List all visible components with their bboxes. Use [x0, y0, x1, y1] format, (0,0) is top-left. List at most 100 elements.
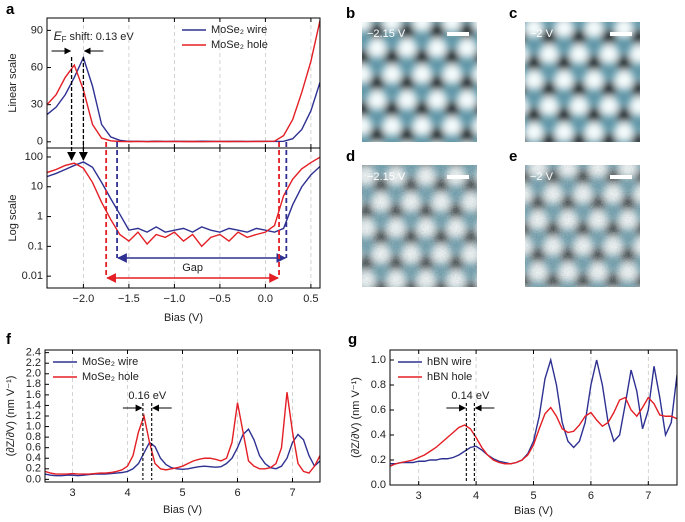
bright-spot	[502, 116, 522, 136]
y-tick-label: 0.6	[371, 404, 386, 416]
bright-spot	[648, 158, 668, 178]
bright-spot	[599, 44, 619, 64]
dark-spot	[339, 179, 355, 195]
bright-spot	[629, 96, 640, 116]
bright-spot	[326, 270, 346, 290]
dark-spot	[418, 307, 434, 323]
plot-frame	[389, 349, 678, 486]
bright-spot	[663, 236, 683, 256]
y-tick-label: 1	[37, 210, 43, 222]
dark-spot	[586, 107, 602, 123]
series-line	[390, 396, 677, 467]
bright-spot	[427, 142, 447, 162]
bright-spot	[584, 122, 604, 142]
bright-spot	[472, 117, 477, 135]
bright-spot	[412, 22, 432, 32]
dark-spot	[560, 143, 576, 159]
bright-spot	[431, 296, 451, 316]
dark-spot	[414, 0, 430, 13]
dark-spot	[676, 159, 685, 175]
series-line	[47, 161, 320, 233]
dark-spot	[541, 81, 557, 97]
bright-spot	[427, 0, 447, 6]
dark-spot	[523, 333, 539, 349]
scale-bar	[447, 32, 469, 36]
x-tick-label: 6	[234, 487, 240, 499]
dark-spot	[444, 101, 460, 117]
bright-spot	[371, 140, 391, 160]
bright-spot	[476, 322, 496, 342]
dark-spot	[530, 143, 546, 159]
bright-spot	[678, 314, 685, 334]
bright-spot	[599, 96, 619, 116]
bright-spot	[674, 18, 685, 38]
dark-spot	[399, 127, 415, 142]
bright-spot	[573, 288, 593, 308]
bright-spot	[322, 12, 342, 32]
x-tick-label: 6	[588, 490, 594, 502]
bright-spot	[525, 98, 529, 114]
dark-spot	[343, 229, 359, 245]
bright-spot	[386, 322, 406, 342]
bright-spot	[457, 0, 477, 6]
bright-spot	[442, 22, 462, 32]
image-features	[322, 0, 522, 195]
bright-spot	[674, 174, 685, 194]
bright-spot	[416, 322, 436, 342]
bright-spot	[461, 296, 481, 316]
panel-letter: d	[346, 148, 355, 165]
plot-area	[47, 156, 320, 248]
dark-spot	[403, 333, 419, 349]
dark-spot	[489, 23, 505, 39]
dark-spot	[646, 55, 662, 71]
dark-spot	[665, 169, 681, 185]
bright-spot	[644, 174, 664, 194]
bright-spot	[629, 44, 640, 64]
dark-spot	[474, 102, 477, 116]
bright-spot	[678, 158, 685, 178]
dark-spot	[508, 307, 524, 323]
bright-spot	[397, 142, 417, 162]
dark-spot	[605, 325, 621, 341]
dark-spot	[474, 50, 477, 64]
y-tick-label: 0.2	[371, 454, 386, 466]
x-axis-label: Bias (V)	[163, 504, 202, 516]
dark-spot	[571, 133, 587, 142]
dark-spot	[384, 101, 400, 117]
series-line	[47, 55, 320, 143]
dark-spot	[631, 29, 640, 45]
bright-spot	[442, 64, 462, 84]
bright-spot	[603, 288, 623, 308]
dark-spot	[504, 101, 520, 117]
bright-spot	[521, 140, 541, 160]
bright-spot	[322, 116, 342, 136]
y-axis-label: Linear scale	[7, 53, 19, 112]
bright-spot	[362, 64, 372, 84]
bright-spot	[356, 322, 376, 342]
y-axis-label: (∂Z/∂V) (nm V⁻¹)	[5, 376, 17, 457]
y-tick-label: 1.6	[26, 389, 41, 401]
y-axis-label: (∂Z/∂V) (nm V⁻¹)	[350, 377, 362, 458]
bright-spot	[362, 22, 372, 32]
dark-spot	[504, 49, 520, 65]
image-label: −2.15 V	[367, 171, 406, 183]
dark-spot	[665, 221, 681, 237]
bright-spot	[584, 70, 604, 90]
series-line	[390, 357, 677, 465]
x-axis-label: Bias (V)	[514, 505, 553, 517]
dark-spot	[384, 49, 400, 65]
dark-spot	[545, 325, 561, 341]
bright-spot	[397, 90, 417, 110]
dark-spot	[358, 307, 374, 323]
stm-image	[525, 143, 685, 341]
x-tick-label: 7	[645, 490, 651, 502]
dark-spot	[459, 127, 475, 142]
dark-spot	[601, 133, 617, 142]
dark-spot	[676, 3, 685, 19]
bright-spot	[663, 184, 683, 204]
dark-spot	[362, 165, 372, 167]
bright-spot	[337, 90, 357, 110]
bright-spot	[341, 192, 361, 212]
panel-letter: e	[509, 148, 517, 165]
bright-spot	[476, 171, 477, 181]
